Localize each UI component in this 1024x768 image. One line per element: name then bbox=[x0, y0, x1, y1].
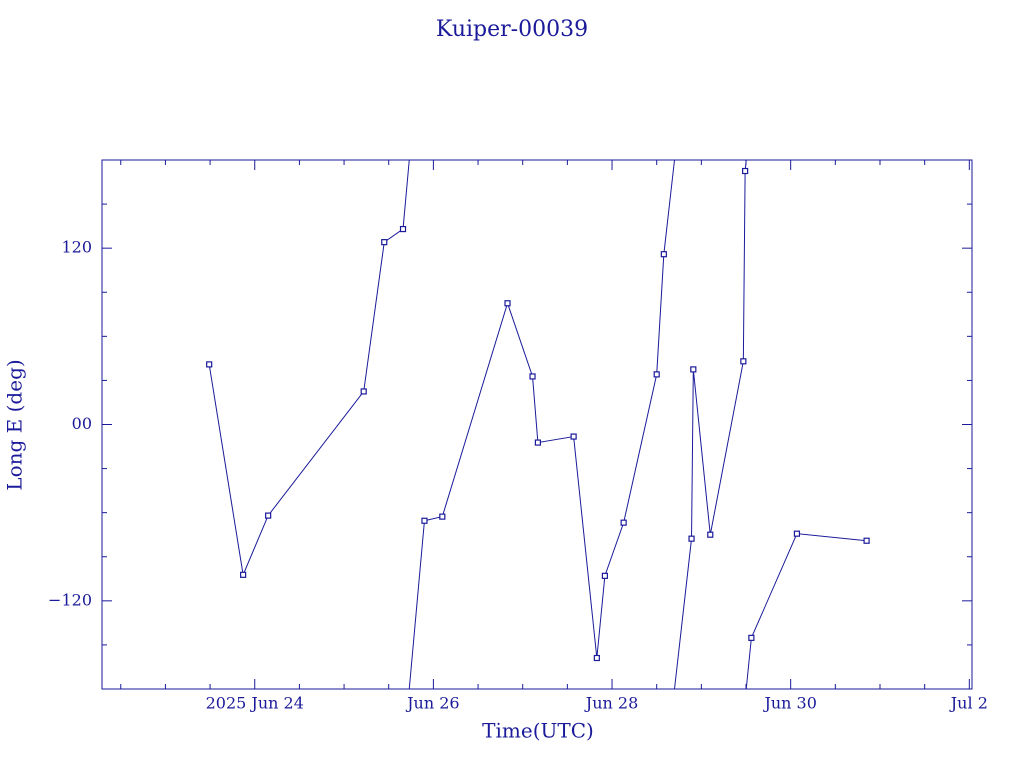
point-marker bbox=[863, 537, 870, 544]
point-marker bbox=[399, 225, 407, 233]
series-line bbox=[691, 171, 746, 539]
point-marker bbox=[653, 371, 660, 378]
point-marker bbox=[360, 388, 367, 395]
point-marker bbox=[570, 433, 577, 440]
point-marker bbox=[240, 571, 247, 578]
point-marker bbox=[421, 517, 428, 524]
point-marker bbox=[793, 530, 801, 537]
point-marker bbox=[206, 361, 213, 368]
point-marker bbox=[439, 513, 446, 520]
x-tick-label: Jun 26 bbox=[405, 694, 459, 713]
chart-title: Kuiper-00039 bbox=[436, 17, 588, 42]
point-marker bbox=[740, 358, 747, 365]
y-tick-label: 00 bbox=[72, 414, 92, 433]
y-tick-label: −120 bbox=[48, 590, 92, 609]
x-tick-label: Jul 2 bbox=[949, 694, 988, 713]
point-marker bbox=[265, 512, 272, 519]
point-marker bbox=[529, 373, 536, 380]
point-marker bbox=[748, 634, 755, 641]
series-line bbox=[424, 254, 665, 659]
point-marker bbox=[381, 239, 388, 246]
x-tick-label: Jun 28 bbox=[584, 694, 638, 713]
wrap-connector bbox=[745, 637, 752, 690]
point-marker bbox=[601, 572, 608, 579]
wrap-connector bbox=[402, 159, 410, 230]
point-marker bbox=[688, 535, 695, 542]
series-line bbox=[750, 533, 867, 639]
point-marker bbox=[593, 654, 600, 662]
y-tick-label: 120 bbox=[61, 238, 92, 257]
point-marker bbox=[707, 531, 714, 538]
series-line bbox=[208, 228, 404, 577]
point-marker bbox=[504, 300, 511, 307]
x-axis-label: Time(UTC) bbox=[482, 719, 594, 743]
x-tick-label: Jun 30 bbox=[762, 694, 816, 713]
wrap-connector bbox=[674, 538, 693, 690]
wrap-connector bbox=[663, 159, 676, 255]
x-tick-label: 2025 Jun 24 bbox=[206, 694, 304, 713]
wrap-connector bbox=[408, 520, 425, 690]
point-marker bbox=[620, 519, 627, 526]
y-axis-label: Long E (deg) bbox=[3, 359, 27, 490]
point-marker bbox=[690, 366, 697, 373]
plot-frame bbox=[101, 159, 973, 690]
point-marker bbox=[742, 167, 749, 175]
point-marker bbox=[534, 439, 541, 446]
point-marker bbox=[660, 251, 667, 258]
